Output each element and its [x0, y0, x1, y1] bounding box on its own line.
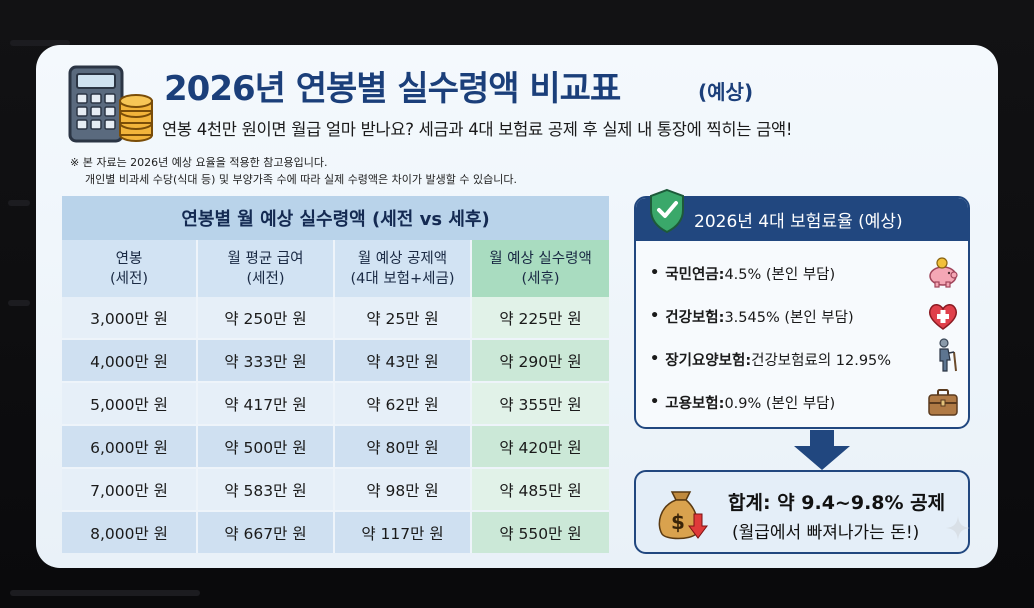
table-cell: 약 225만 원 — [472, 297, 609, 338]
table-row: 5,000만 원 약 417만 원 약 62만 원 약 355만 원 — [62, 383, 609, 424]
insurance-item-label: 국민연금: — [665, 266, 725, 283]
table-cell: 약 333만 원 — [198, 340, 335, 381]
table-cell: 약 98만 원 — [335, 469, 472, 510]
table-cell: 약 583만 원 — [198, 469, 335, 510]
column-header-line: 월 예상 공제액 — [357, 250, 448, 267]
salary-table: 연봉별 월 예상 실수령액 (세전 vs 세후) 연봉 (세전) 월 평균 급여… — [62, 196, 609, 553]
bullet: • — [650, 308, 660, 324]
calculator-coins-icon — [68, 65, 153, 143]
row-divider — [62, 381, 609, 383]
row-divider — [62, 467, 609, 469]
infographic-card: 2026년 연봉별 실수령액 비교표 (예상) 연봉 4천만 원이면 월급 얼마… — [36, 45, 998, 568]
down-arrow-icon — [794, 430, 850, 470]
insurance-panel-title: 2026년 4대 보험료율 (예상) — [694, 212, 903, 232]
column-header-line: (세전) — [246, 270, 285, 287]
column-header-monthly-gross: 월 평균 급여 (세전) — [198, 240, 335, 297]
table-cell: 약 62만 원 — [335, 383, 472, 424]
heart-cross-icon — [929, 304, 957, 330]
column-header-line: (4대 보험+세금) — [350, 270, 455, 287]
backdrop-text-ghost — [8, 200, 30, 206]
table-cell: 약 80만 원 — [335, 426, 472, 467]
backdrop-text-ghost — [10, 40, 70, 46]
total-deduction-label: 합계: 약 9.4~9.8% 공제 — [728, 492, 946, 514]
briefcase-icon — [928, 389, 958, 416]
insurance-item-value: 건강보험료의 12.95% — [751, 352, 892, 369]
column-header-line: 연봉 — [115, 250, 143, 267]
insurance-item-pension: • 국민연금: 4.5% (본인 부담) — [650, 261, 835, 285]
table-cell: 약 500만 원 — [198, 426, 335, 467]
table-row: 6,000만 원 약 500만 원 약 80만 원 약 420만 원 — [62, 426, 609, 467]
table-cell: 약 250만 원 — [198, 297, 335, 338]
table-cell: 4,000만 원 — [62, 340, 198, 381]
insurance-item-label: 고용보험: — [665, 395, 725, 412]
total-deduction-note: (월급에서 빠져나가는 돈!) — [732, 523, 920, 543]
insurance-rates-panel: 2026년 4대 보험료율 (예상) • 국민연금: 4.5% (본인 부담) … — [634, 196, 970, 429]
column-header-deduction: 월 예상 공제액 (4대 보험+세금) — [335, 240, 472, 297]
svg-text:$: $ — [671, 510, 685, 534]
row-divider — [62, 510, 609, 512]
table-cell: 약 117만 원 — [335, 512, 472, 553]
bullet: • — [650, 394, 660, 410]
table-cell: 8,000만 원 — [62, 512, 198, 553]
table-cell: 6,000만 원 — [62, 426, 198, 467]
insurance-panel-header: 2026년 4대 보험료율 (예상) — [636, 198, 968, 241]
column-header-line: (세전) — [110, 270, 148, 287]
column-header-net-pay: 월 예상 실수령액 (세후) — [472, 240, 609, 297]
bullet: • — [650, 265, 660, 281]
table-cell: 약 667만 원 — [198, 512, 335, 553]
table-cell: 약 420만 원 — [472, 426, 609, 467]
insurance-item-value: 0.9% (본인 부담) — [724, 395, 836, 412]
sparkle-icon — [946, 516, 970, 540]
insurance-item-value: 4.5% (본인 부담) — [724, 266, 836, 283]
table-cell: 약 355만 원 — [472, 383, 609, 424]
table-cell: 약 485만 원 — [472, 469, 609, 510]
elderly-person-icon — [939, 338, 957, 372]
table-cell: 약 290만 원 — [472, 340, 609, 381]
row-divider — [62, 338, 609, 340]
column-header-line: (세후) — [521, 270, 560, 287]
table-cell: 약 550만 원 — [472, 512, 609, 553]
table-cell: 7,000만 원 — [62, 469, 198, 510]
table-cell: 약 25만 원 — [335, 297, 472, 338]
row-divider — [62, 424, 609, 426]
money-bag-icon: $ — [658, 491, 708, 540]
disclaimer-note: ※ 본 자료는 2026년 예상 요율을 적용한 참고용입니다. 개인별 비과세… — [70, 154, 517, 188]
insurance-item-employment: • 고용보험: 0.9% (본인 부담) — [650, 390, 835, 414]
table-cell: 5,000만 원 — [62, 383, 198, 424]
bullet: • — [650, 351, 660, 367]
table-title: 연봉별 월 예상 실수령액 (세전 vs 세후) — [62, 196, 609, 240]
shield-check-icon — [650, 188, 684, 234]
table-row: 3,000만 원 약 250만 원 약 25만 원 약 225만 원 — [62, 297, 609, 338]
piggy-bank-icon — [929, 257, 958, 288]
disclaimer-line: ※ 본 자료는 2026년 예상 요율을 적용한 참고용입니다. — [70, 156, 328, 169]
insurance-item-label: 건강보험: — [665, 309, 725, 326]
page-title: 2026년 연봉별 실수령액 비교표 — [164, 69, 621, 109]
column-header-line: 월 예상 실수령액 — [489, 250, 592, 267]
title-suffix: (예상) — [698, 80, 754, 104]
backdrop-text-ghost — [8, 300, 30, 306]
column-header-line: 월 평균 급여 — [227, 250, 304, 267]
backdrop-text-ghost — [10, 590, 200, 596]
table-row: 7,000만 원 약 583만 원 약 98만 원 약 485만 원 — [62, 469, 609, 510]
total-deduction-box: $ 합계: 약 9.4~9.8% 공제 (월급에서 빠져나가는 돈!) — [634, 470, 970, 554]
insurance-item-label: 장기요양보험: — [665, 352, 752, 369]
column-header-salary: 연봉 (세전) — [62, 240, 198, 297]
table-cell: 3,000만 원 — [62, 297, 198, 338]
table-row: 4,000만 원 약 333만 원 약 43만 원 약 290만 원 — [62, 340, 609, 381]
insurance-item-longterm-care: • 장기요양보험: 건강보험료의 12.95% — [650, 347, 891, 371]
table-row: 8,000만 원 약 667만 원 약 117만 원 약 550만 원 — [62, 512, 609, 553]
table-cell: 약 43만 원 — [335, 340, 472, 381]
table-cell: 약 417만 원 — [198, 383, 335, 424]
insurance-item-health: • 건강보험: 3.545% (본인 부담) — [650, 304, 854, 328]
disclaimer-line: 개인별 비과세 수당(식대 등) 및 부양가족 수에 따라 실제 수령액은 차이… — [85, 173, 517, 186]
insurance-item-value: 3.545% (본인 부담) — [724, 309, 854, 326]
page-subtitle: 연봉 4천만 원이면 월급 얼마 받나요? 세금과 4대 보험료 공제 후 실제… — [162, 120, 793, 139]
